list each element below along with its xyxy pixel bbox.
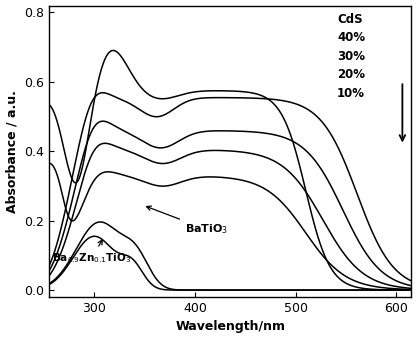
- Y-axis label: Absorbance / a.u.: Absorbance / a.u.: [5, 90, 18, 213]
- Text: CdS
40%
30%
20%
10%: CdS 40% 30% 20% 10%: [337, 13, 365, 100]
- Text: BaTiO$_3$: BaTiO$_3$: [146, 206, 228, 236]
- X-axis label: Wavelength/nm: Wavelength/nm: [175, 320, 285, 334]
- Text: Ba$_{0.9}$Zn$_{0.1}$TiO$_3$: Ba$_{0.9}$Zn$_{0.1}$TiO$_3$: [52, 240, 131, 265]
